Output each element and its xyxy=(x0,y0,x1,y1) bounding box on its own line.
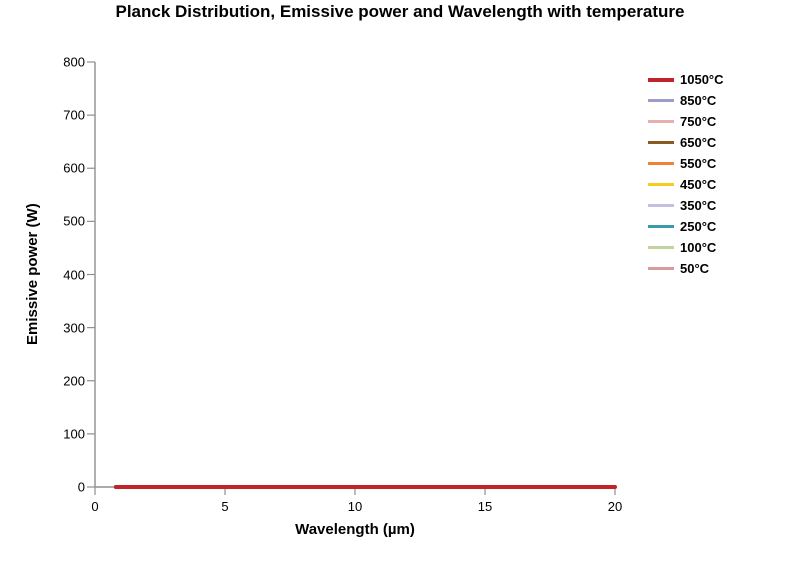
x-tick-label: 20 xyxy=(595,499,635,514)
legend-item: 650°C xyxy=(648,135,724,150)
legend-swatch xyxy=(648,141,674,144)
legend-label: 550°C xyxy=(680,156,716,171)
legend: 1050°C 850°C 750°C 650°C 550°C 450°C 350°C 250°… xyxy=(648,72,724,276)
y-tick-label: 500 xyxy=(45,214,85,229)
legend-swatch xyxy=(648,99,674,102)
x-tick-label: 15 xyxy=(465,499,505,514)
y-tick-label: 700 xyxy=(45,108,85,123)
legend-item: 850°C xyxy=(648,93,724,108)
chart-container: Planck Distribution, Emissive power and … xyxy=(0,0,800,568)
x-tick-label: 10 xyxy=(335,499,375,514)
legend-item: 50°C xyxy=(648,261,724,276)
legend-label: 450°C xyxy=(680,177,716,192)
y-tick-label: 600 xyxy=(45,161,85,176)
legend-item: 100°C xyxy=(648,240,724,255)
y-tick-label: 0 xyxy=(45,480,85,495)
legend-swatch xyxy=(648,162,674,165)
legend-label: 750°C xyxy=(680,114,716,129)
legend-swatch xyxy=(648,183,674,186)
legend-item: 1050°C xyxy=(648,72,724,87)
legend-label: 650°C xyxy=(680,135,716,150)
legend-item: 450°C xyxy=(648,177,724,192)
legend-label: 350°C xyxy=(680,198,716,213)
legend-label: 250°C xyxy=(680,219,716,234)
legend-item: 350°C xyxy=(648,198,724,213)
legend-label: 1050°C xyxy=(680,72,724,87)
legend-swatch xyxy=(648,225,674,228)
legend-item: 750°C xyxy=(648,114,724,129)
legend-swatch xyxy=(648,246,674,249)
legend-label: 850°C xyxy=(680,93,716,108)
legend-swatch xyxy=(648,78,674,82)
y-tick-label: 800 xyxy=(45,55,85,70)
legend-item: 250°C xyxy=(648,219,724,234)
legend-label: 50°C xyxy=(680,261,709,276)
legend-swatch xyxy=(648,120,674,123)
y-tick-label: 400 xyxy=(45,267,85,282)
legend-swatch xyxy=(648,204,674,207)
legend-item: 550°C xyxy=(648,156,724,171)
legend-swatch xyxy=(648,267,674,270)
y-tick-label: 200 xyxy=(45,373,85,388)
y-tick-label: 100 xyxy=(45,426,85,441)
y-tick-label: 300 xyxy=(45,320,85,335)
x-tick-label: 0 xyxy=(75,499,115,514)
legend-label: 100°C xyxy=(680,240,716,255)
x-tick-label: 5 xyxy=(205,499,245,514)
